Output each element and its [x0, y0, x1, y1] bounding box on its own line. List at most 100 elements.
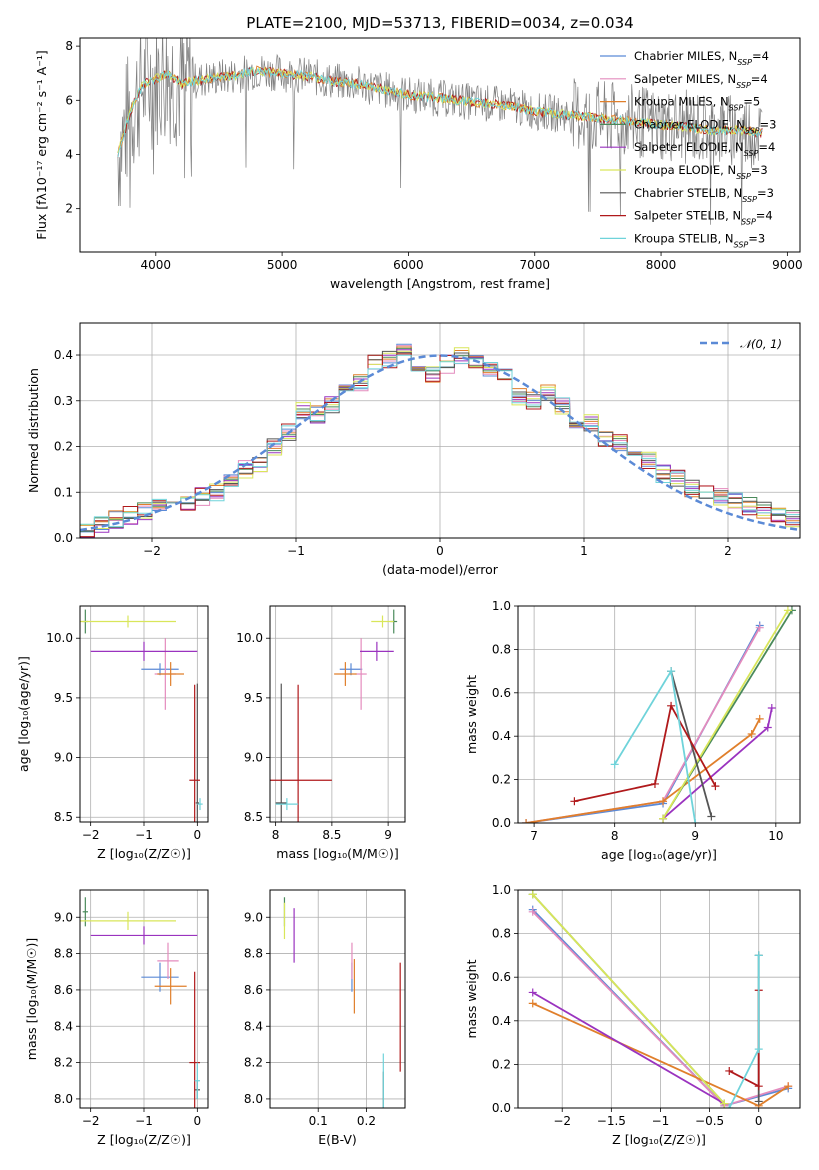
- x-tick-label: 0.2: [357, 1114, 376, 1128]
- axes-frame: [79, 322, 801, 539]
- massweight-point: [725, 1104, 734, 1108]
- x-axis-label: Z [log₁₀(Z/Z☉)]: [97, 1132, 191, 1147]
- grid-lines: [80, 890, 208, 1108]
- x-tick-label: 9: [691, 829, 699, 843]
- y-tick-label: 0.2: [492, 1057, 511, 1071]
- y-tick-label: 8.2: [54, 1056, 73, 1070]
- legend-label-suffix: =4: [758, 140, 775, 154]
- y-axis-label: mass weight: [464, 959, 479, 1038]
- legend-label: Kroupa STELIB, NSSP=3: [634, 231, 765, 249]
- axes-frame: [269, 605, 406, 823]
- legend-label-text: Chabrier STELIB, N: [634, 186, 742, 200]
- x-tick-label: −1.5: [597, 1114, 626, 1128]
- massweight-point: [528, 988, 537, 997]
- legend-label: Salpeter ELODIE, NSSP=4: [634, 140, 775, 158]
- legend-label-text: Chabrier ELODIE, N: [634, 117, 745, 131]
- panel-residuals: −2 −1 0 1 2 0.0 0.1 0.2 0.3 0.4 (data-model)/error…: [26, 322, 801, 577]
- y-tick-label: 9.5: [54, 691, 73, 705]
- y-tick-label: 0.4: [492, 1014, 511, 1028]
- massweight-point: [570, 797, 579, 806]
- massweight-series-line: [662, 609, 789, 820]
- y-tick-label: 8.4: [54, 1019, 73, 1033]
- x-tick-label: 7000: [519, 258, 550, 272]
- x-tick-label: −2: [82, 1114, 100, 1128]
- massweight-point: [659, 797, 668, 806]
- massweight-point: [725, 1066, 734, 1075]
- legend-label-text: Kroupa STELIB, N: [634, 231, 734, 245]
- massweight-point: [783, 606, 792, 615]
- y-axis-label: mass [log₁₀(M/M☉)]: [24, 938, 39, 1060]
- x-tick-label: −1: [135, 828, 153, 842]
- plot-area: [117, 38, 763, 226]
- legend-label-suffix: =3: [748, 231, 765, 245]
- plot-area: [80, 343, 800, 538]
- plot-area: [270, 609, 398, 822]
- legend-label-suffix: =5: [743, 95, 760, 109]
- legend-label-suffix: =3: [760, 117, 777, 131]
- massweight-point: [755, 623, 764, 632]
- y-axis-label: age [log₁₀(age/yr)]: [16, 656, 31, 772]
- y-tick-label: 1.0: [492, 599, 511, 613]
- y-tick-label: 8: [65, 39, 73, 53]
- grid-lines: [270, 890, 405, 1108]
- plot-area: [283, 897, 401, 1108]
- y-tick-label: 0.3: [54, 394, 73, 408]
- legend-label-sub: SSP: [737, 58, 752, 67]
- y-tick-label: 8.5: [54, 810, 73, 824]
- panel-mass_vs_Z: −2 −1 0 8.0 8.2 8.4 8.6 8.8 9.0 Z [log₁₀(Z/Z☉)] ma…: [24, 889, 209, 1147]
- y-tick-label: 0.2: [492, 773, 511, 787]
- massweight-series-line: [574, 703, 717, 803]
- axes-frame: [79, 889, 209, 1109]
- y-tick-label: 8.6: [244, 983, 263, 997]
- x-tick-label: −0.5: [695, 1114, 724, 1128]
- x-tick-label: 9000: [772, 258, 803, 272]
- x-tick-label: 8: [611, 829, 619, 843]
- x-tick-label: 2: [724, 544, 732, 558]
- y-tick-label: 0.4: [492, 729, 511, 743]
- y-tick-label: 0.4: [54, 348, 73, 362]
- x-tick-label: 9: [384, 828, 392, 842]
- y-tick-label: 8.4: [244, 1019, 263, 1033]
- legend-label: Chabrier STELIB, NSSP=3: [634, 186, 774, 204]
- legend-label-sub: SSP: [741, 217, 756, 226]
- legend-label-sub: SSP: [736, 172, 751, 181]
- y-tick-label: 9.5: [244, 691, 263, 705]
- model-spectrum-line: [117, 66, 763, 158]
- legend-label: Chabrier MILES, NSSP=4: [634, 49, 769, 67]
- legend-label: Salpeter STELIB, NSSP=4: [634, 209, 773, 227]
- y-axis-label: mass weight: [464, 675, 479, 754]
- legend-label-sub: SSP: [742, 194, 757, 203]
- legend-label-text: Kroupa ELODIE, N: [634, 163, 736, 177]
- x-axis-label: Z [log₁₀(Z/Z☉)]: [612, 1132, 706, 1147]
- massweight-point: [747, 730, 756, 739]
- grid-lines: [80, 606, 208, 822]
- massweight-point: [754, 951, 763, 960]
- axes-frame: [79, 37, 801, 253]
- y-tick-label: 0.2: [54, 440, 73, 454]
- y-tick-label: 0.0: [54, 531, 73, 545]
- legend-label-suffix: =3: [757, 186, 774, 200]
- y-tick-label: 0.8: [492, 927, 511, 941]
- axis-ticks: −2 −1 0 8.0 8.2 8.4 8.6 8.8 9.0: [54, 910, 201, 1128]
- massweight-point: [610, 760, 619, 769]
- legend-label: Kroupa ELODIE, NSSP=3: [634, 163, 768, 181]
- massweight-point: [720, 1099, 729, 1108]
- legend-label-sub: SSP: [734, 240, 749, 249]
- x-axis-label: (data-model)/error: [382, 562, 499, 577]
- massweight-point: [691, 819, 700, 823]
- x-tick-label: 8000: [646, 258, 677, 272]
- x-tick-label: 0: [194, 1114, 202, 1128]
- y-tick-label: 8.2: [244, 1056, 263, 1070]
- legend-label-sub: SSP: [736, 80, 751, 89]
- massweight-point: [784, 1082, 793, 1091]
- massweight-series-line: [728, 955, 760, 1108]
- x-tick-label: 4000: [141, 258, 172, 272]
- massweight-point: [763, 723, 772, 732]
- axis-ticks: −2 −1.5 −1 −0.5 0 0.0 0.2 0.4 0.6 0.8 1.0: [492, 883, 763, 1128]
- y-tick-label: 9.0: [244, 751, 263, 765]
- x-tick-label: −2: [553, 1114, 571, 1128]
- panel-mass_vs_ebv: 0.1 0.2 8.0 8.2 8.4 8.6 8.8 9.0 E(B-V): [244, 889, 406, 1147]
- massweight-series-line: [525, 718, 761, 823]
